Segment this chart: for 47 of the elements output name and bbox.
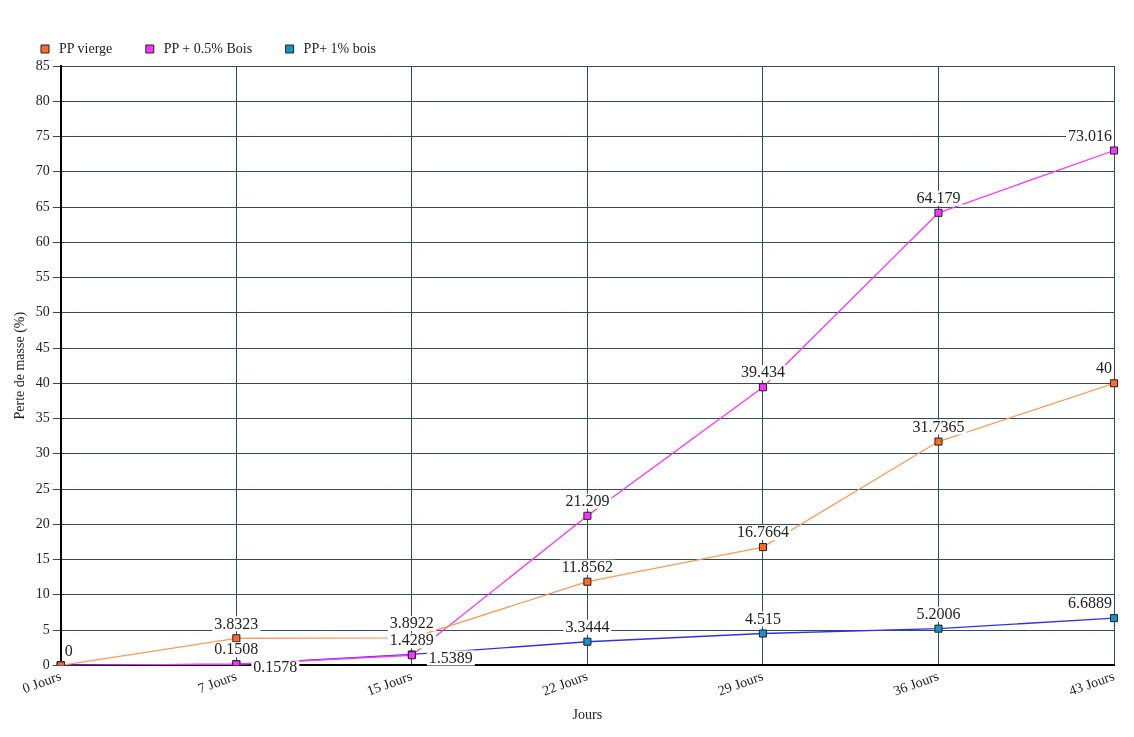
- y-tick-label: 35: [35, 410, 50, 426]
- x-tick-label: 7 Jours: [195, 668, 239, 697]
- y-tick-label: 45: [35, 339, 50, 355]
- legend-label: PP + 0.5% Bois: [163, 40, 253, 56]
- data-label: 31.7365: [912, 417, 965, 435]
- data-label: 40: [1096, 359, 1112, 377]
- data-label: 64.179: [916, 189, 961, 207]
- y-tick-label: 50: [35, 304, 50, 320]
- data-label: 4.515: [744, 609, 781, 627]
- data-label: 73.016: [1068, 126, 1112, 144]
- y-tick-label: 20: [35, 515, 50, 531]
- y-tick-label: 5: [42, 621, 50, 637]
- data-label: 21.209: [565, 491, 610, 509]
- y-tick-label: 15: [35, 551, 50, 567]
- y-tick-label: 10: [35, 586, 50, 602]
- data-label: 3.8323: [214, 614, 259, 632]
- data-label: 16.7664: [736, 523, 789, 541]
- y-tick-label: 80: [35, 92, 50, 108]
- y-tick-label: 55: [35, 269, 50, 285]
- data-label: 0: [64, 641, 73, 659]
- y-tick-label: 60: [35, 233, 50, 249]
- x-tick-label: 29 Jours: [715, 668, 766, 699]
- legend-label: PP+ 1% bois: [303, 40, 377, 56]
- data-label: 3.8922: [389, 614, 434, 632]
- y-tick-label: 40: [35, 374, 50, 390]
- data-label: 0.1578: [253, 658, 298, 676]
- y-tick-label: 75: [35, 128, 50, 144]
- data-label: 39.434: [740, 363, 785, 381]
- y-tick-label: 25: [35, 480, 50, 496]
- x-tick-label: 22 Jours: [540, 668, 590, 699]
- data-label: 1.4289: [389, 631, 434, 649]
- y-axis-title: Perte de masse (%): [12, 311, 29, 420]
- data-label: 6.6889: [1068, 594, 1112, 612]
- data-label: 5.2006: [916, 604, 961, 622]
- x-tick-label: 15 Jours: [364, 668, 415, 699]
- y-tick-label: 30: [35, 445, 50, 461]
- x-tick-label: 43 Jours: [1066, 668, 1117, 699]
- x-tick-label: 36 Jours: [891, 668, 941, 699]
- x-axis-title: Jours: [572, 707, 603, 723]
- y-tick-label: 65: [35, 198, 50, 214]
- data-label: 3.3444: [565, 617, 610, 635]
- y-tick-label: 70: [35, 163, 50, 179]
- y-tick-label: 85: [35, 57, 50, 73]
- data-label: 0.1508: [214, 640, 259, 658]
- legend-label: PP vierge: [59, 40, 113, 56]
- data-label: 11.8562: [561, 557, 614, 575]
- data-label: 1.5389: [428, 648, 473, 666]
